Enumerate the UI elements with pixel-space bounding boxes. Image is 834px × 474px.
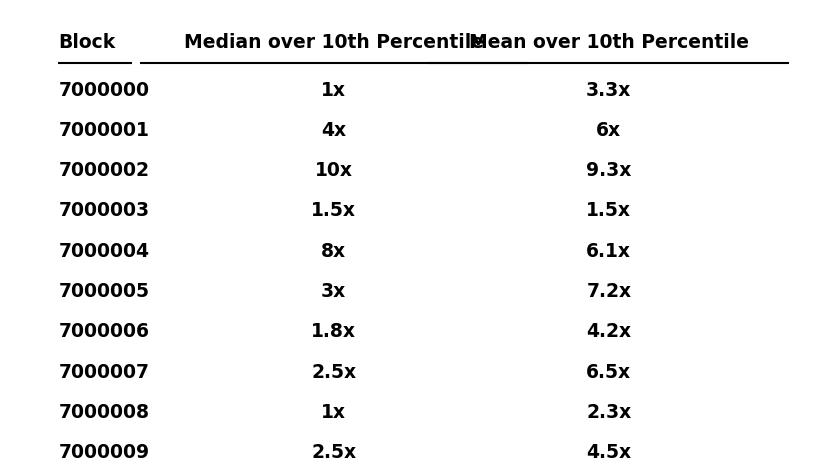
Text: 6.5x: 6.5x: [586, 363, 631, 382]
Text: 7000009: 7000009: [58, 443, 149, 462]
Text: Block: Block: [58, 33, 116, 52]
Text: 7000000: 7000000: [58, 81, 149, 100]
Text: 2.3x: 2.3x: [586, 403, 631, 422]
Text: 7000001: 7000001: [58, 121, 149, 140]
Text: 10x: 10x: [314, 161, 353, 180]
Text: 2.5x: 2.5x: [311, 363, 356, 382]
Text: 7000004: 7000004: [58, 242, 149, 261]
Text: 3.3x: 3.3x: [586, 81, 631, 100]
Text: 7000006: 7000006: [58, 322, 149, 341]
Text: 7.2x: 7.2x: [586, 282, 631, 301]
Text: 7000008: 7000008: [58, 403, 149, 422]
Text: 7000002: 7000002: [58, 161, 149, 180]
Text: 2.5x: 2.5x: [311, 443, 356, 462]
Text: 1x: 1x: [321, 403, 346, 422]
Text: 3x: 3x: [321, 282, 346, 301]
Text: Median over 10th Percentile: Median over 10th Percentile: [183, 33, 484, 52]
Text: 4x: 4x: [321, 121, 346, 140]
Text: 9.3x: 9.3x: [586, 161, 631, 180]
Text: 8x: 8x: [321, 242, 346, 261]
Text: 1.5x: 1.5x: [586, 201, 631, 220]
Text: 6.1x: 6.1x: [586, 242, 631, 261]
Text: 7000003: 7000003: [58, 201, 149, 220]
Text: 1.5x: 1.5x: [311, 201, 356, 220]
Text: 7000005: 7000005: [58, 282, 149, 301]
Text: 4.5x: 4.5x: [586, 443, 631, 462]
Text: 7000007: 7000007: [58, 363, 149, 382]
Text: 6x: 6x: [596, 121, 621, 140]
Text: 4.2x: 4.2x: [586, 322, 631, 341]
Text: 1.8x: 1.8x: [311, 322, 356, 341]
Text: Mean over 10th Percentile: Mean over 10th Percentile: [469, 33, 749, 52]
Text: 1x: 1x: [321, 81, 346, 100]
